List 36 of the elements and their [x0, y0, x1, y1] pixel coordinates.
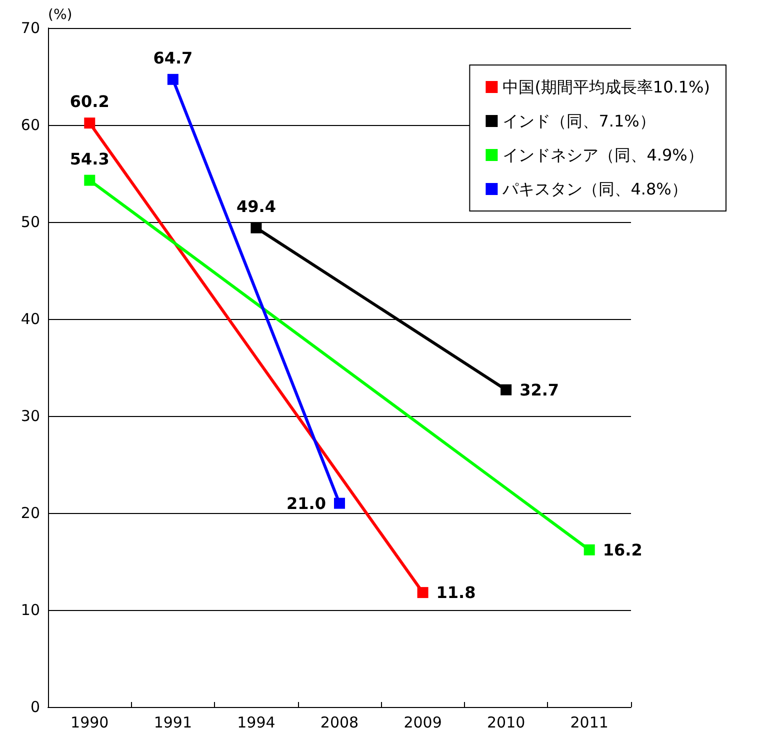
- legend-label: パキスタン（同、4.8%）: [502, 180, 688, 198]
- y-tick-label: 10: [20, 601, 40, 619]
- y-tick-label: 20: [20, 504, 40, 522]
- x-tick-label: 2009: [404, 714, 442, 732]
- point: [250, 222, 262, 234]
- y-tick-label: 0: [30, 698, 40, 716]
- y-axis-title: (%): [48, 7, 72, 23]
- data-label: 21.0: [286, 494, 326, 513]
- x-tick-label: 2008: [320, 714, 359, 732]
- data-label: 11.8: [436, 583, 476, 602]
- data-label: 60.2: [70, 92, 110, 112]
- legend-label: インドネシア（同、4.9%）: [502, 146, 704, 164]
- data-label: 32.7: [520, 380, 560, 400]
- point: [84, 174, 96, 186]
- legend-label: 中国(期間平均成長率10.1%): [502, 78, 710, 96]
- point: [167, 74, 178, 85]
- data-label: 54.3: [70, 149, 110, 168]
- y-tick-label: 70: [20, 19, 40, 37]
- legend-label: インド（同、7.1%）: [502, 112, 656, 130]
- y-tick-label: 40: [20, 310, 40, 328]
- x-tick-label: 2010: [486, 714, 526, 732]
- data-label: 64.7: [153, 48, 193, 68]
- y-tick-label: 60: [20, 116, 40, 134]
- point: [500, 384, 512, 396]
- x-tick-label: 1994: [237, 714, 276, 732]
- point: [417, 587, 428, 598]
- point: [84, 118, 96, 129]
- data-label: 16.2: [602, 540, 642, 560]
- y-tick-label: 30: [20, 407, 40, 425]
- x-tick-label: 2011: [570, 714, 608, 732]
- y-tick-label: 50: [20, 213, 40, 231]
- x-tick-label: 1990: [70, 714, 109, 732]
- point: [584, 544, 595, 556]
- x-tick-label: 1991: [154, 714, 192, 732]
- data-label: 49.4: [236, 196, 276, 216]
- point: [334, 498, 345, 509]
